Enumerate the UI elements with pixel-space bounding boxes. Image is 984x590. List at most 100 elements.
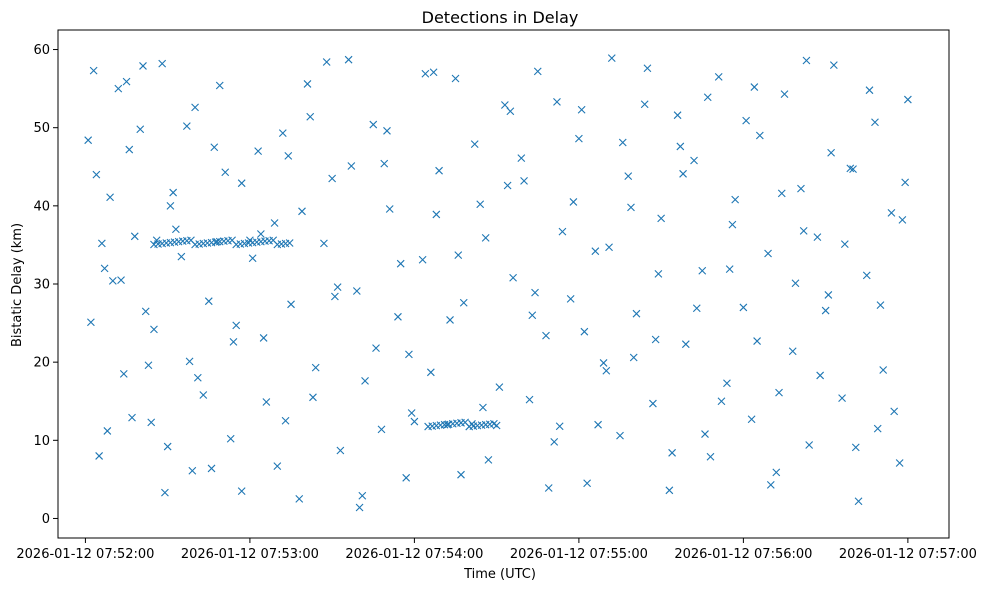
data-point xyxy=(640,100,649,109)
y-tick-label: 40 xyxy=(33,199,50,214)
x-axis-label: Time (UTC) xyxy=(463,567,536,582)
data-point xyxy=(692,304,701,313)
data-point xyxy=(426,368,435,377)
data-point xyxy=(273,462,282,470)
data-point xyxy=(840,240,849,249)
data-point xyxy=(876,301,885,309)
data-point xyxy=(618,138,627,147)
data-point xyxy=(816,371,825,380)
data-point xyxy=(616,431,624,440)
data-point xyxy=(221,168,230,177)
data-point xyxy=(128,413,136,422)
data-point xyxy=(575,134,583,143)
data-point xyxy=(259,334,268,342)
data-point xyxy=(555,422,564,431)
data-point xyxy=(755,131,764,140)
data-point xyxy=(298,207,306,216)
data-point xyxy=(509,273,517,282)
data-point xyxy=(838,394,846,402)
data-point xyxy=(204,297,213,306)
data-point xyxy=(854,497,863,506)
data-point xyxy=(287,300,295,309)
data-point xyxy=(898,216,907,224)
data-point xyxy=(435,166,443,175)
data-point xyxy=(285,239,294,247)
data-point xyxy=(649,399,657,408)
data-point xyxy=(125,145,134,154)
data-point xyxy=(725,265,734,274)
data-point xyxy=(802,56,811,65)
data-point xyxy=(361,377,369,385)
x-tick-label: 2026-01-12 07:57:00 xyxy=(839,547,977,562)
data-point xyxy=(446,316,454,324)
data-point xyxy=(210,143,219,152)
data-point xyxy=(328,174,337,183)
data-point xyxy=(311,363,320,372)
data-point xyxy=(237,179,246,188)
data-point xyxy=(753,337,761,345)
data-point xyxy=(100,264,109,273)
data-point xyxy=(229,337,238,346)
data-point xyxy=(780,90,789,98)
data-point xyxy=(797,184,805,193)
data-points xyxy=(84,54,912,512)
data-point xyxy=(813,233,822,241)
data-point xyxy=(303,80,312,88)
data-point xyxy=(139,62,147,70)
data-point xyxy=(849,165,857,174)
data-point xyxy=(750,83,759,91)
data-point xyxy=(865,86,874,95)
data-point xyxy=(136,125,145,134)
data-point xyxy=(470,140,479,148)
data-point xyxy=(254,147,263,156)
data-point xyxy=(405,350,413,359)
x-tick-label: 2026-01-12 07:53:00 xyxy=(181,547,319,562)
data-point xyxy=(322,58,331,66)
data-point xyxy=(429,68,438,77)
data-point xyxy=(731,195,740,204)
data-point xyxy=(226,434,235,443)
data-point xyxy=(284,151,293,160)
data-point xyxy=(871,118,879,127)
data-point xyxy=(632,309,641,318)
data-point xyxy=(503,181,512,190)
y-tick-label: 60 xyxy=(33,43,50,58)
x-tick-label: 2026-01-12 07:55:00 xyxy=(510,547,648,562)
data-point xyxy=(873,424,882,433)
data-point xyxy=(87,318,95,327)
data-point xyxy=(862,271,871,280)
data-point xyxy=(627,203,635,212)
data-point xyxy=(676,142,685,151)
data-point xyxy=(668,448,676,457)
data-point xyxy=(418,255,427,264)
data-point xyxy=(147,418,156,427)
chart-title: Detections in Delay xyxy=(422,8,579,27)
data-point xyxy=(369,120,378,129)
y-tick-label: 20 xyxy=(33,356,50,371)
data-point xyxy=(144,361,153,370)
data-point xyxy=(690,156,698,165)
x-axis: 2026-01-12 07:52:00 2026-01-12 07:53:00 20… xyxy=(16,538,977,562)
y-axis: 0 10 20 30 40 50 60 xyxy=(33,43,58,527)
data-point xyxy=(161,488,169,497)
data-point xyxy=(747,415,756,424)
data-point xyxy=(193,373,202,382)
data-point xyxy=(215,81,224,90)
data-point xyxy=(89,66,98,75)
data-point xyxy=(739,303,748,312)
data-point xyxy=(352,287,361,295)
data-point xyxy=(457,470,465,479)
data-point xyxy=(517,154,526,163)
data-point xyxy=(605,243,613,252)
data-point xyxy=(846,164,855,173)
data-point xyxy=(506,107,515,116)
data-point xyxy=(701,430,709,438)
data-point xyxy=(553,98,561,106)
data-point xyxy=(624,172,633,181)
data-point xyxy=(372,344,380,352)
data-point xyxy=(706,452,715,461)
data-point xyxy=(479,403,487,412)
data-point xyxy=(278,129,287,138)
data-point xyxy=(895,459,904,467)
data-point xyxy=(594,420,602,429)
